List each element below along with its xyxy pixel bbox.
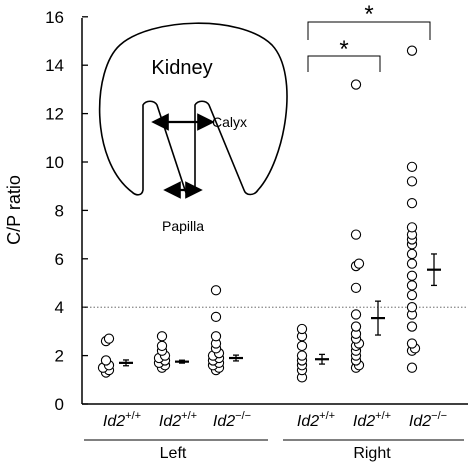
data-point: [210, 311, 222, 323]
data-point: [210, 285, 222, 296]
y-tick-label: 14: [45, 56, 64, 75]
data-point: [103, 333, 115, 344]
group-2: [153, 331, 189, 373]
data-point: [100, 355, 112, 366]
y-tick-label: 4: [55, 298, 64, 317]
group-label-5: Id2+/+: [353, 410, 391, 430]
y-tick-label: 2: [55, 347, 64, 366]
group-label-superscript: +/+: [375, 410, 391, 422]
group-label-genotype: Id2: [159, 413, 181, 430]
data-point: [350, 321, 362, 332]
data-point: [406, 197, 418, 209]
y-tick-label: 12: [45, 105, 64, 124]
data-point: [406, 222, 418, 233]
data-point: [406, 161, 418, 172]
side-label-left: Left: [160, 445, 187, 462]
significance-bracket-1: [307, 55, 381, 72]
group-label-superscript: +/+: [125, 410, 141, 422]
significance-star-1: *: [339, 36, 348, 63]
data-point: [406, 176, 418, 187]
kidney-outline: [98, 22, 288, 196]
kidney-inset: Kidney Calyx Papilla: [98, 22, 288, 234]
data-point: [406, 248, 418, 260]
y-tick-label: 10: [45, 153, 64, 172]
significance-star-2: *: [364, 1, 373, 28]
data-point: [350, 79, 362, 90]
y-tick-label: 8: [55, 201, 64, 220]
y-ticks: 0 2 4 6 8 10 12 14 16: [45, 8, 88, 414]
data-point: [350, 282, 362, 293]
data-point: [296, 350, 308, 361]
significance-bracket-2: [307, 21, 431, 40]
data-point: [406, 289, 418, 301]
y-tick-label: 0: [55, 395, 64, 414]
y-axis-label: C/P ratio: [4, 175, 24, 245]
group-label-3: Id2−/−: [213, 410, 251, 430]
group-1: [97, 333, 133, 378]
data-point: [406, 362, 418, 373]
data-point: [156, 340, 168, 352]
data-point: [210, 331, 222, 342]
group-label-superscript: +/+: [181, 410, 197, 422]
data-point: [406, 45, 418, 56]
group-label-superscript: −/−: [431, 410, 447, 422]
group-4: [296, 323, 329, 383]
data-point: [353, 258, 365, 269]
data-point: [296, 340, 308, 352]
group-label-genotype: Id2: [353, 413, 375, 430]
data-point: [406, 302, 418, 313]
side-label-right: Right: [353, 445, 391, 462]
data-point: [350, 229, 362, 240]
group-5: [350, 79, 385, 373]
calyx-label: Calyx: [212, 114, 247, 130]
data-point: [296, 323, 308, 335]
group-label-superscript: +/+: [319, 410, 335, 422]
y-tick-label: 6: [55, 250, 64, 269]
papilla-label: Papilla: [162, 218, 204, 234]
group-label-genotype: Id2: [409, 413, 431, 430]
data-point: [406, 258, 418, 269]
kidney-title: Kidney: [151, 57, 212, 79]
data-point: [406, 338, 418, 349]
data-point: [406, 321, 418, 332]
data-point: [156, 331, 168, 342]
group-label-2: Id2+/+: [159, 410, 197, 430]
group-label-1: Id2+/+: [103, 410, 141, 430]
data-point: [406, 270, 418, 281]
data-groups: [97, 45, 441, 383]
group-3: [207, 285, 243, 376]
group-label-genotype: Id2: [297, 413, 319, 430]
group-6: [406, 45, 441, 373]
y-tick-label: 16: [45, 8, 64, 27]
group-label-genotype: Id2: [213, 413, 235, 430]
group-label-genotype: Id2: [103, 413, 125, 430]
group-label-superscript: −/−: [235, 410, 251, 422]
group-label-4: Id2+/+: [297, 410, 335, 430]
group-label-6: Id2−/−: [409, 410, 447, 430]
data-point: [406, 280, 418, 291]
x-tick-labels: Id2+/+ Id2+/+ Id2−/− Id2+/+ Id2+/+ Id2−/−: [103, 410, 447, 430]
data-point: [350, 309, 362, 320]
